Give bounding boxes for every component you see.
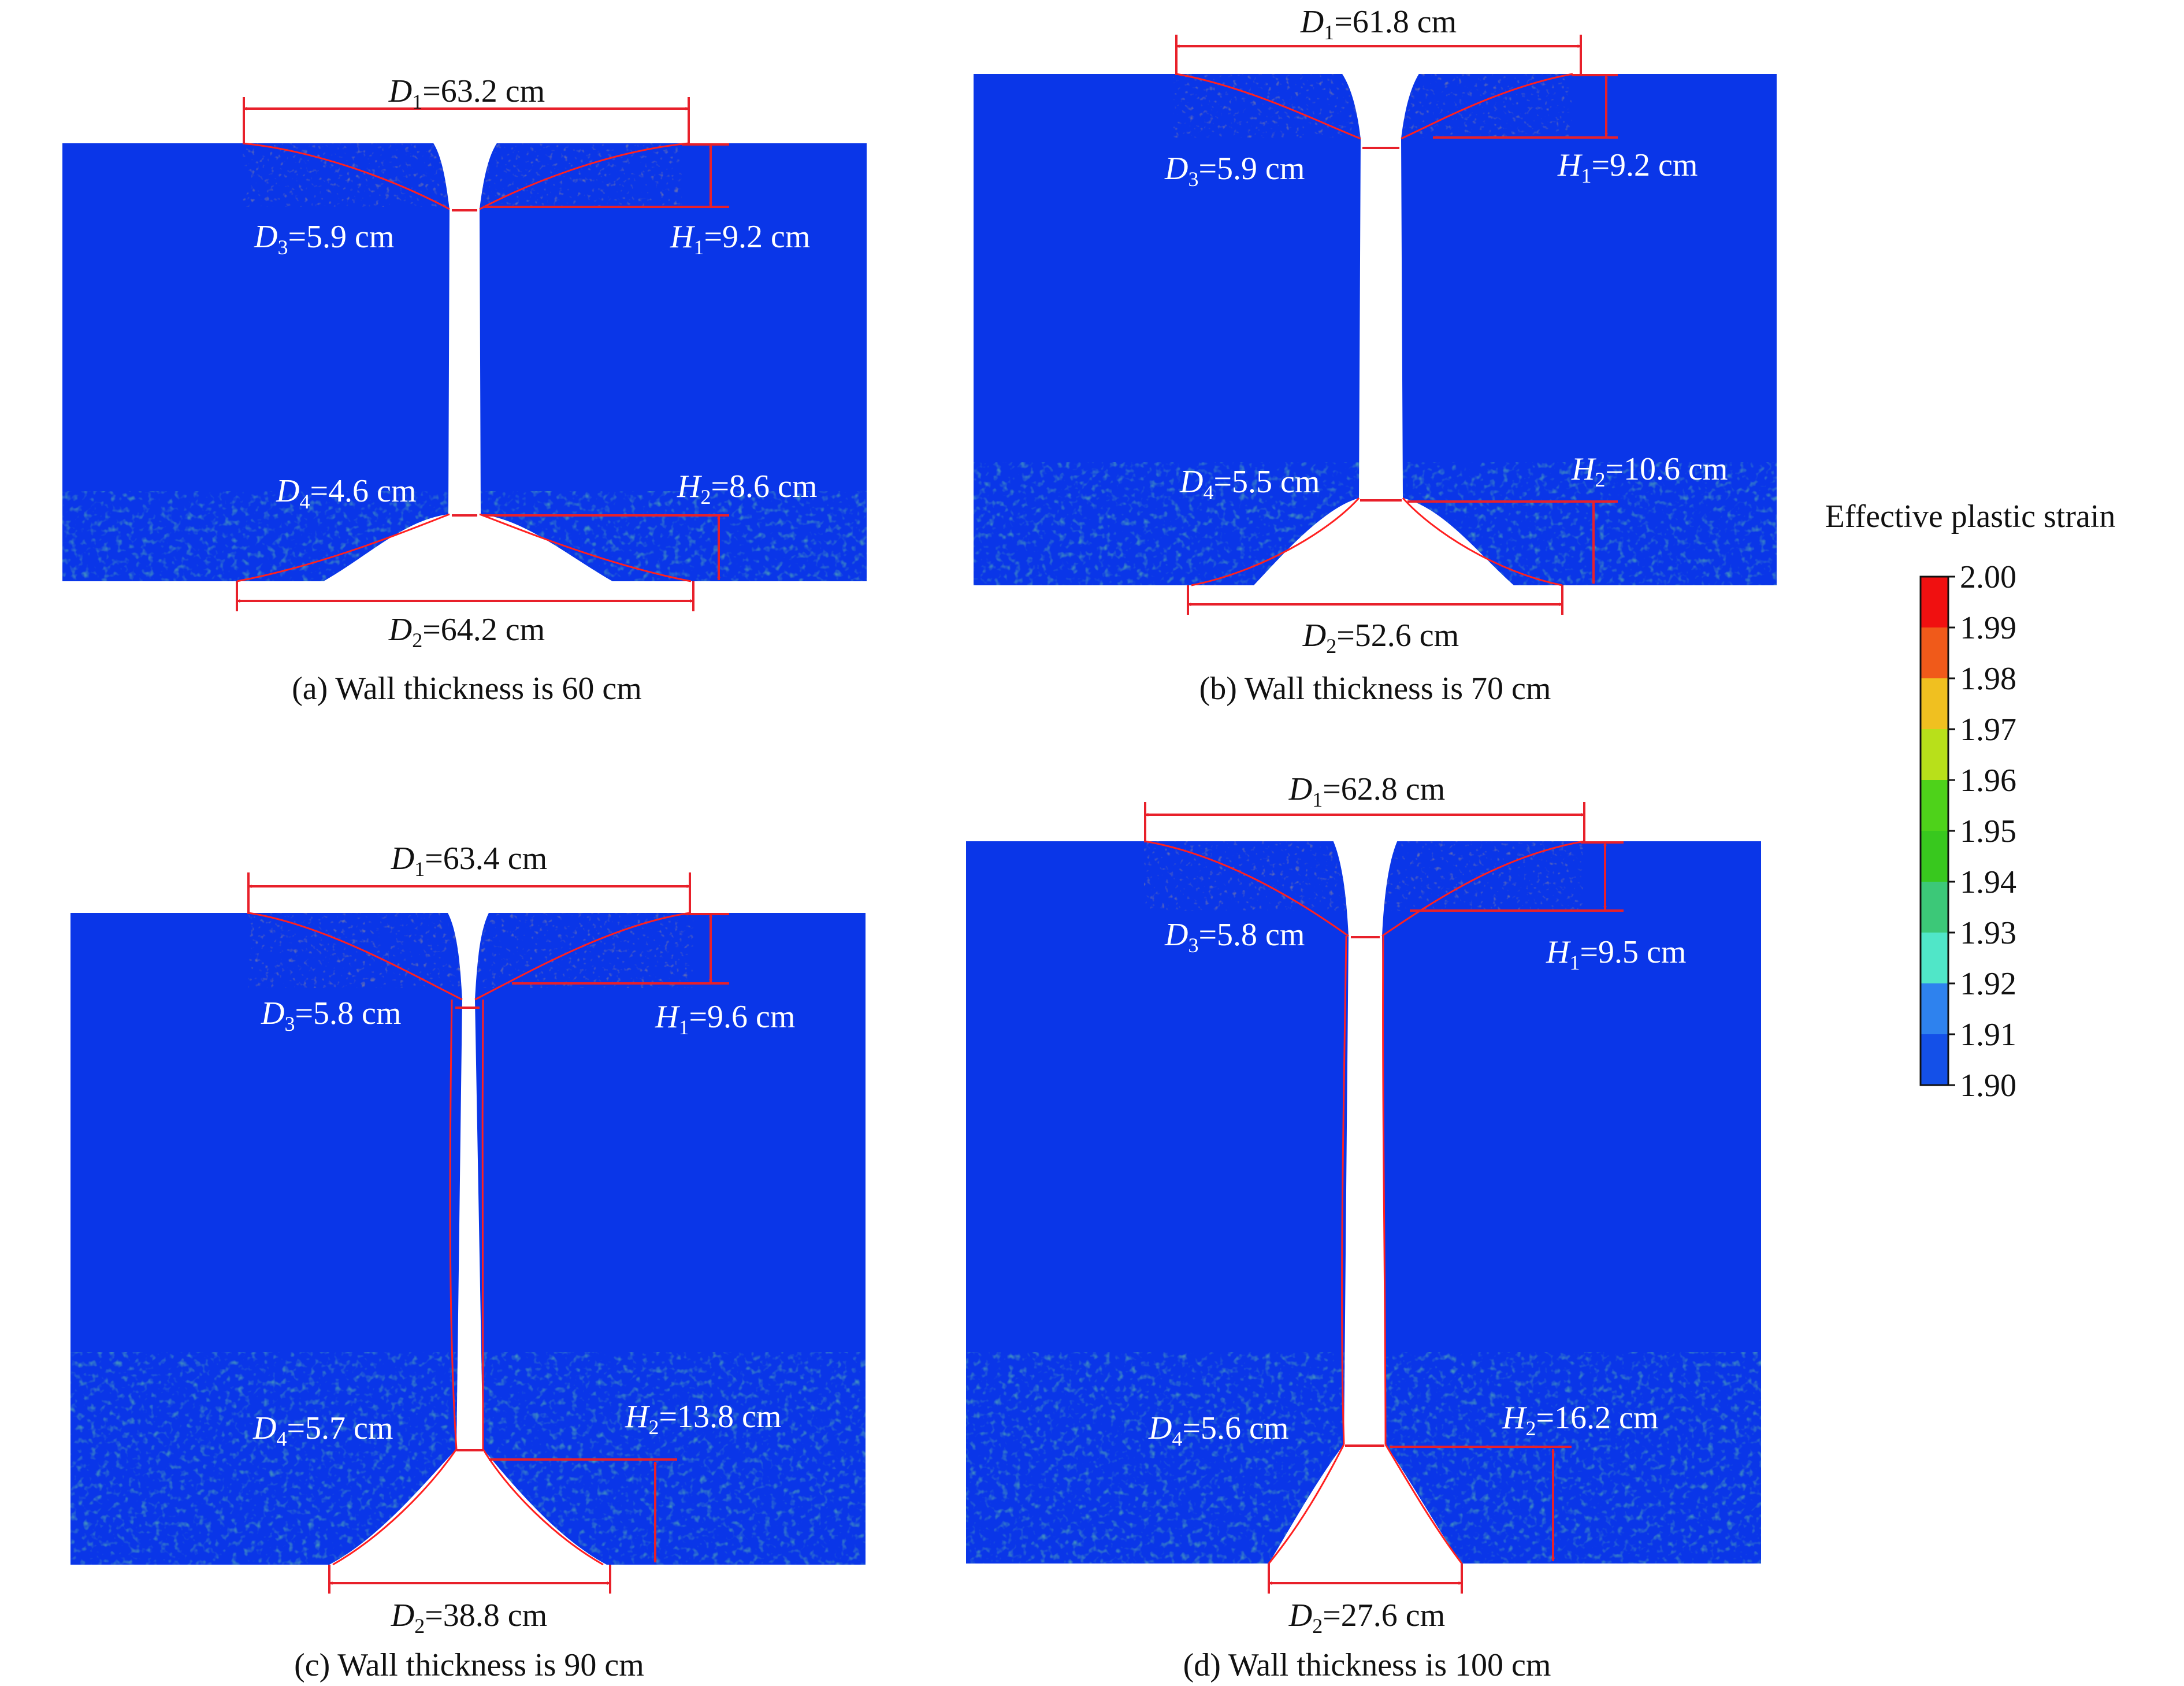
d2-label-b: D2=52.6 cm <box>1302 618 1459 658</box>
crater-profile-front-left-b <box>1176 73 1361 140</box>
channel-wall-right-c <box>481 999 484 1450</box>
colorbar-swatch-4 <box>1921 780 1948 831</box>
d2-label-a: D2=64.2 cm <box>388 612 545 652</box>
colorbar-swatch-1 <box>1921 627 1948 679</box>
colorbar-swatch-9 <box>1921 1034 1948 1086</box>
colorbar-swatch-3 <box>1921 729 1948 781</box>
panel-d: D1=62.8 cm H1=9.5 cm D3=5.8 cm D4=5.6 cm… <box>966 771 1761 1683</box>
perforation-channel-d <box>1269 826 1462 1564</box>
colorbar-tick-label-7: 1.93 <box>1960 915 2016 951</box>
colorbar-swatch-7 <box>1921 933 1948 984</box>
panel-c: D1=63.4 cm H1=9.6 cm D3=5.8 cm D4=5.7 cm… <box>70 841 866 1683</box>
crater-profile-front-right-d <box>1381 840 1585 937</box>
colorbar-tick-labels: 2.00 1.99 1.98 1.97 1.96 1.95 1.94 1.93 1.92 1.91… <box>1948 559 2016 1104</box>
crater-profile-front-right-c <box>474 912 690 1001</box>
d2-label-c: D2=38.8 cm <box>391 1598 547 1637</box>
d1-label-c: D1=63.4 cm <box>391 841 547 881</box>
colorbar-swatches <box>1921 577 1948 1086</box>
d4-label-b: D4=5.5 cm <box>1179 464 1320 504</box>
crater-profile-rear-left-a <box>236 513 450 582</box>
perforation-channel-b <box>1254 65 1514 585</box>
h1-label-d: H1=9.5 cm <box>1546 934 1686 974</box>
colorbar-tick-label-0: 2.00 <box>1960 559 2016 595</box>
panel-a: D1=63.2 cm H1=9.2 cm D3=5.9 cm D4=4.6 cm… <box>62 73 867 707</box>
colorbar-swatch-0 <box>1921 577 1948 628</box>
colorbar-tick-label-5: 1.95 <box>1960 814 2016 849</box>
d3-label-d: D3=5.8 cm <box>1164 917 1305 957</box>
colorbar-swatch-6 <box>1921 882 1948 933</box>
colorbar-tick-label-10: 1.90 <box>1960 1068 2016 1104</box>
crater-profile-rear-right-d <box>1384 1444 1463 1564</box>
d4-label-d: D4=5.6 cm <box>1148 1410 1288 1450</box>
colorbar-swatch-8 <box>1921 983 1948 1035</box>
h1-label-a: H1=9.2 cm <box>670 219 810 259</box>
h1-label-b: H1=9.2 cm <box>1557 147 1698 187</box>
perforation-channel-a <box>324 131 612 581</box>
d3-label-c: D3=5.8 cm <box>261 996 401 1035</box>
crater-profile-front-left-d <box>1145 840 1349 937</box>
channel-wall-right-d <box>1382 935 1387 1445</box>
colorbar-tick-label-3: 1.97 <box>1960 712 2016 748</box>
h2-label-d: H2=16.2 cm <box>1502 1400 1658 1440</box>
channel-wall-left-d <box>1341 935 1347 1445</box>
d1-label-a: D1=63.2 cm <box>388 73 545 113</box>
caption-a: (a) Wall thickness is 60 cm <box>292 671 642 707</box>
crater-profile-front-left-c <box>248 912 463 1001</box>
d4-label-a: D4=4.6 cm <box>276 473 416 513</box>
colorbar-tick-label-6: 1.94 <box>1960 864 2016 900</box>
colorbar: Effective plastic strain 2.00 1.99 1.98 1.9… <box>1825 499 2116 1104</box>
caption-b: (b) Wall thickness is 70 cm <box>1199 671 1551 707</box>
crater-profile-rear-left-c <box>332 1449 458 1566</box>
colorbar-swatch-5 <box>1921 831 1948 882</box>
crater-profile-rear-right-c <box>482 1449 604 1566</box>
d2-label-d: D2=27.6 cm <box>1288 1598 1445 1637</box>
d1-label-d: D1=62.8 cm <box>1288 771 1445 811</box>
d1-label-b: D1=61.8 cm <box>1300 4 1457 44</box>
h2-label-c: H2=13.8 cm <box>625 1399 781 1439</box>
crater-profile-rear-left-d <box>1268 1444 1345 1564</box>
crater-profile-rear-left-b <box>1191 497 1360 586</box>
h1-label-c: H1=9.6 cm <box>655 999 795 1039</box>
colorbar-swatch-2 <box>1921 678 1948 730</box>
crater-profile-rear-right-a <box>479 513 692 582</box>
h2-label-a: H2=8.6 cm <box>677 469 817 508</box>
colorbar-tick-label-1: 1.99 <box>1960 610 2016 646</box>
h2-label-b: H2=10.6 cm <box>1571 451 1728 491</box>
colorbar-tick-label-9: 1.91 <box>1960 1017 2016 1053</box>
perforation-channel-c <box>329 901 607 1565</box>
panel-b: D1=61.8 cm H1=9.2 cm D3=5.9 cm D4=5.5 cm… <box>974 4 1777 707</box>
channel-wall-left-c <box>449 999 458 1450</box>
colorbar-tick-label-8: 1.92 <box>1960 966 2016 1002</box>
colorbar-title: Effective plastic strain <box>1825 499 2116 534</box>
d3-label-b: D3=5.9 cm <box>1164 151 1305 191</box>
d3-label-a: D3=5.9 cm <box>254 219 394 259</box>
colorbar-tick-label-4: 1.96 <box>1960 763 2016 799</box>
crater-profile-front-right-b <box>1401 73 1573 140</box>
d4-label-c: D4=5.7 cm <box>252 1410 393 1450</box>
crater-profile-front-right-a <box>479 142 689 210</box>
caption-d: (d) Wall thickness is 100 cm <box>1183 1647 1551 1683</box>
colorbar-tick-label-2: 1.98 <box>1960 661 2016 697</box>
crater-profile-rear-right-b <box>1402 497 1563 586</box>
crater-profile-front-left-a <box>242 142 450 210</box>
caption-c: (c) Wall thickness is 90 cm <box>294 1647 644 1683</box>
